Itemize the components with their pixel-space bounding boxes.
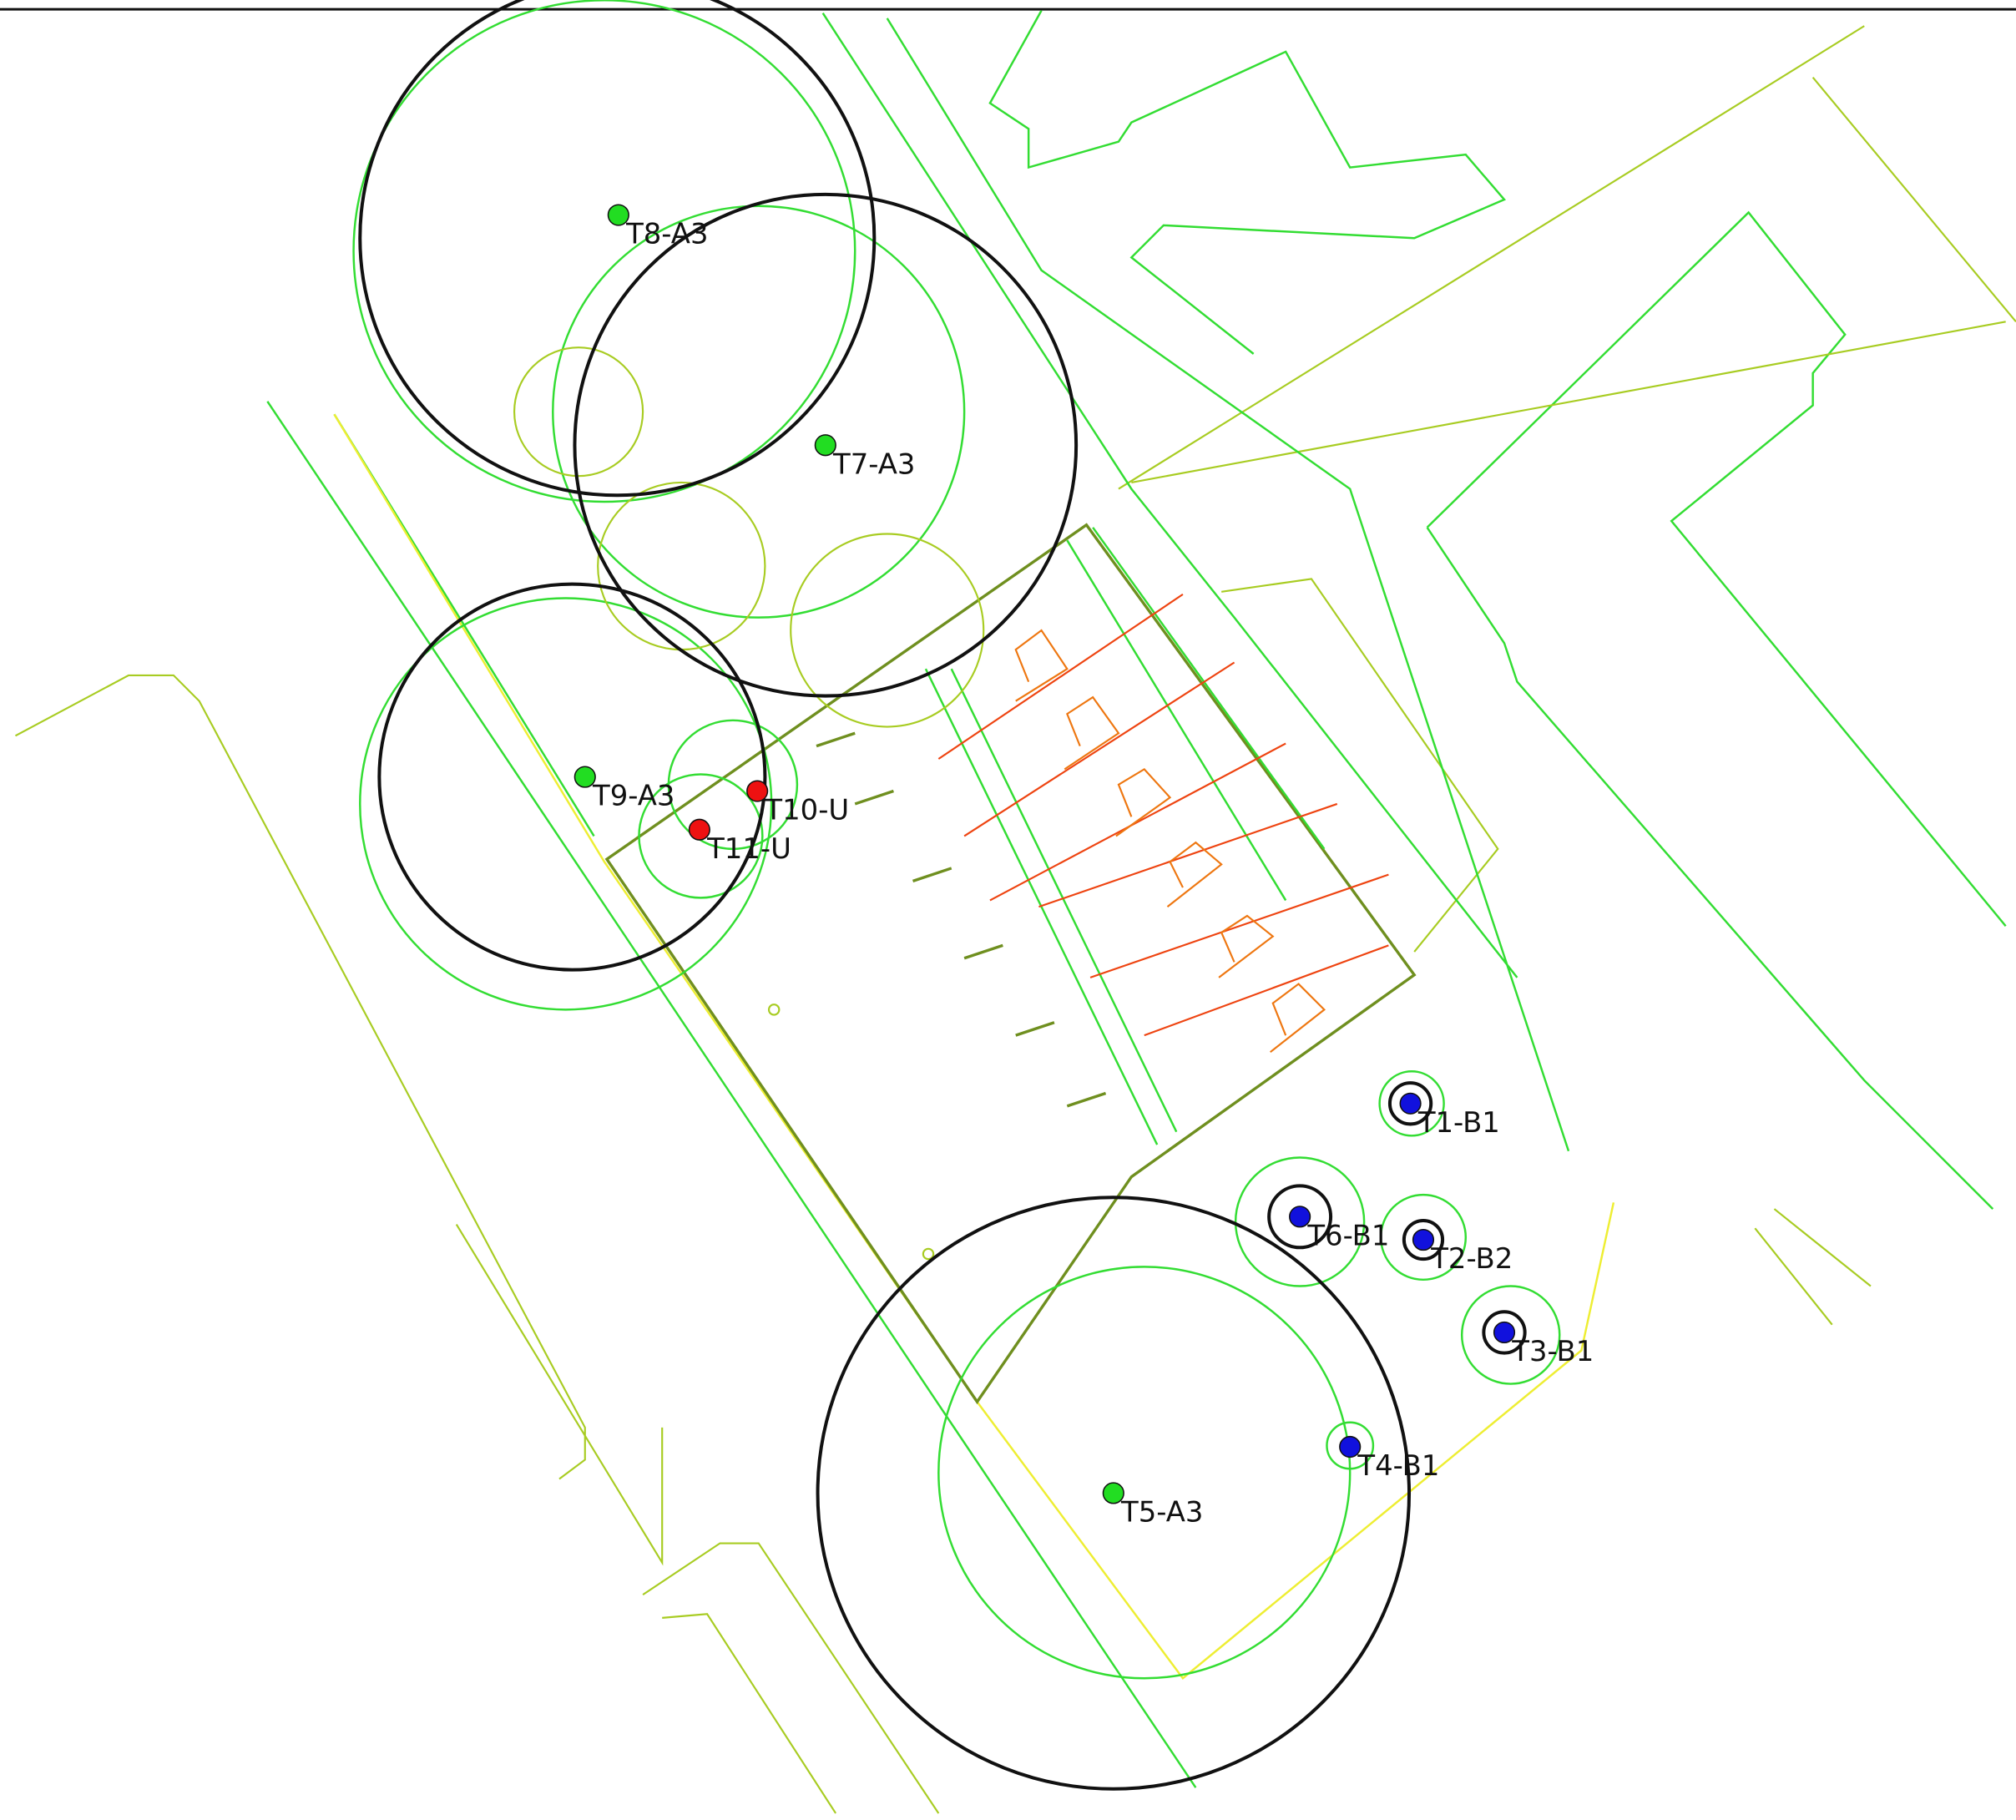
- tree-label: T11-U: [706, 832, 791, 865]
- tree-label: T5-A3: [1120, 1496, 1203, 1529]
- tree-label: T1-B1: [1417, 1106, 1500, 1139]
- protection-zone: [1267, 1184, 1333, 1250]
- tree-label: T10-U: [764, 794, 849, 827]
- protection-zone: [573, 192, 1079, 698]
- tree-label: T7-A3: [832, 447, 915, 480]
- tree-position: [573, 766, 596, 788]
- protection-zone: [1402, 1218, 1445, 1261]
- tree-label: T2-B2: [1430, 1242, 1513, 1275]
- protection-zone: [1387, 1081, 1433, 1126]
- tree-label: T4-B1: [1357, 1449, 1439, 1482]
- tree-position: [1399, 1092, 1422, 1115]
- tree-markers: T8-A3 T7-A3 T9-A3 T10-U T11-U T1-B1 T6-B1 T2-B2…: [358, 0, 1594, 1791]
- protection-zone: [816, 1196, 1412, 1791]
- tree-position: [1412, 1228, 1435, 1251]
- protection-zone: [1482, 1310, 1527, 1355]
- site-lines: [14, 10, 2016, 1814]
- protection-zone: [377, 582, 767, 972]
- tree-label: T6-B1: [1306, 1219, 1389, 1251]
- tree-position: [1339, 1435, 1362, 1459]
- tree-label: T8-A3: [625, 218, 708, 250]
- canopy-outlines: [352, 0, 1561, 1680]
- tree-position: [1102, 1482, 1124, 1504]
- tree-position: [607, 204, 629, 226]
- protection-zone: [358, 0, 877, 498]
- tree-position: [746, 780, 769, 802]
- tree-label: T9-A3: [592, 780, 675, 812]
- tree-position: [814, 434, 836, 457]
- tree-position: [688, 818, 710, 841]
- tree-label: T3-B1: [1511, 1335, 1594, 1368]
- tree-position: [1289, 1206, 1311, 1228]
- tree-position: [1493, 1321, 1516, 1344]
